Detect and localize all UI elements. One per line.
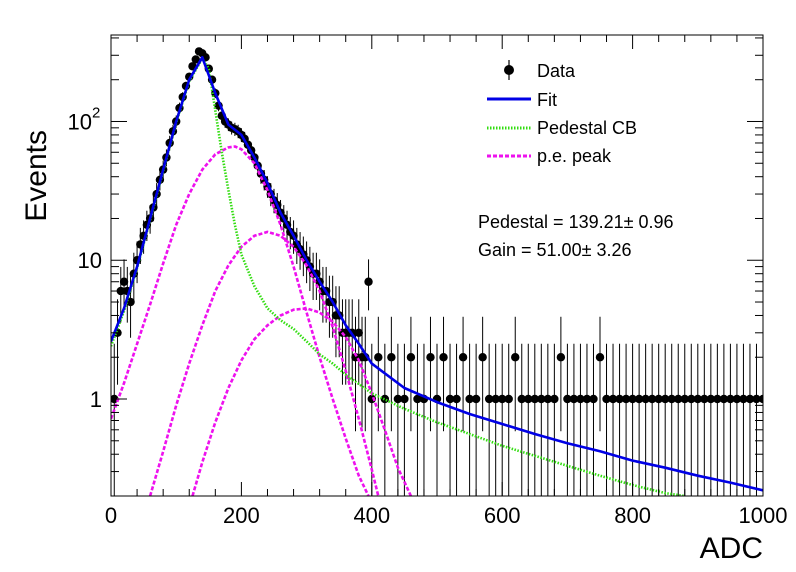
series-p-e-peak-3-curve	[191, 307, 413, 496]
data-point	[680, 394, 689, 404]
data-point	[364, 277, 373, 286]
data-point	[719, 394, 729, 404]
data-point	[406, 353, 416, 362]
series-fit-curve	[111, 56, 763, 492]
data-point	[589, 394, 598, 404]
data-point	[478, 353, 487, 362]
fit-annotation: Pedestal = 139.21± 0.96 Gain = 51.00± 3.…	[478, 212, 674, 260]
data-layer	[111, 47, 763, 496]
x-axis-title: ADC	[700, 532, 763, 565]
x-tick-label: 1000	[739, 503, 788, 528]
data-point	[471, 394, 481, 404]
data-point	[687, 394, 696, 404]
series-p-e-peak-1-curve	[111, 145, 370, 496]
data-point	[380, 394, 390, 404]
data-point	[706, 394, 716, 404]
legend-label-pedestal-cb: Pedestal CB	[537, 118, 637, 138]
data-point	[634, 394, 644, 404]
data-point	[504, 394, 513, 404]
y-tick-label: 10	[68, 109, 92, 134]
data-point	[543, 394, 553, 404]
data-point	[387, 353, 396, 362]
data-point	[576, 394, 585, 404]
pedestal-error: ± 0.96	[624, 212, 674, 232]
data-point	[517, 394, 526, 404]
x-axis-ticks: 0 200 400 600 800 1000	[105, 35, 788, 528]
x-tick-label: 400	[353, 503, 390, 528]
data-point	[621, 394, 631, 404]
x-tick-label: 800	[614, 503, 651, 528]
data-point	[582, 394, 592, 404]
legend-label-data: Data	[537, 61, 576, 81]
data-point	[608, 394, 618, 404]
data-point	[726, 394, 735, 404]
data-point	[511, 353, 520, 362]
data-point	[674, 394, 683, 404]
data-series	[111, 47, 763, 496]
gain-value: Gain = 51.00	[478, 240, 582, 260]
data-point	[452, 394, 461, 404]
data-point	[602, 394, 611, 404]
y-tick-label: 10	[78, 248, 102, 273]
data-point	[641, 394, 650, 404]
data-point	[563, 394, 572, 404]
data-point	[354, 328, 363, 338]
data-point	[693, 394, 702, 404]
data-point	[537, 394, 546, 404]
x-tick-label: 600	[484, 503, 521, 528]
y-axis-title: Events	[20, 130, 53, 222]
data-point	[550, 394, 559, 404]
data-point	[661, 394, 670, 404]
legend-item-pedestal-cb: Pedestal CB	[487, 118, 637, 138]
plot-frame	[110, 34, 764, 497]
data-point	[393, 394, 403, 404]
data-point	[739, 394, 748, 404]
data-point	[667, 394, 676, 404]
data-point	[524, 394, 533, 404]
y-tick-label-exponent: 2	[92, 104, 100, 121]
legend-item-data: Data	[504, 60, 576, 81]
data-point	[556, 353, 566, 362]
data-point	[595, 353, 605, 362]
data-point	[491, 394, 500, 404]
data-point	[116, 286, 125, 296]
data-point	[700, 394, 709, 404]
series-p-e-peak-2-curve	[148, 230, 380, 496]
data-point	[119, 277, 129, 286]
data-point	[713, 394, 722, 404]
data-point	[426, 353, 435, 362]
data-point	[569, 394, 579, 404]
data-point	[374, 353, 383, 362]
data-point	[647, 394, 657, 404]
legend: Data Fit Pedestal CB p.e. peak	[487, 60, 637, 166]
data-point	[498, 394, 507, 404]
data-point	[445, 394, 455, 404]
y-tick-label: 1	[90, 387, 102, 412]
data-point	[400, 394, 409, 404]
data-point	[732, 394, 742, 404]
legend-item-fit: Fit	[487, 90, 557, 110]
data-point	[530, 394, 539, 404]
x-tick-label: 0	[105, 503, 117, 528]
data-point	[191, 55, 200, 64]
gain-text: Gain = 51.00± 3.26	[478, 240, 632, 260]
data-point	[458, 353, 468, 362]
data-point	[654, 394, 663, 404]
legend-label-fit: Fit	[537, 90, 557, 110]
legend-label-pe-peak: p.e. peak	[537, 146, 612, 166]
data-point	[484, 394, 494, 404]
pedestal-value: Pedestal = 139.21	[478, 212, 624, 232]
data-point	[413, 394, 422, 404]
data-point	[465, 394, 474, 404]
pedestal-text: Pedestal = 139.21± 0.96	[478, 212, 674, 232]
data-point	[615, 394, 624, 404]
data-point	[439, 353, 448, 362]
legend-item-pe-peak: p.e. peak	[487, 146, 612, 166]
legend-data-marker	[504, 65, 514, 75]
x-tick-label: 200	[223, 503, 260, 528]
data-point	[628, 394, 637, 404]
gain-error: ± 3.26	[582, 240, 632, 260]
